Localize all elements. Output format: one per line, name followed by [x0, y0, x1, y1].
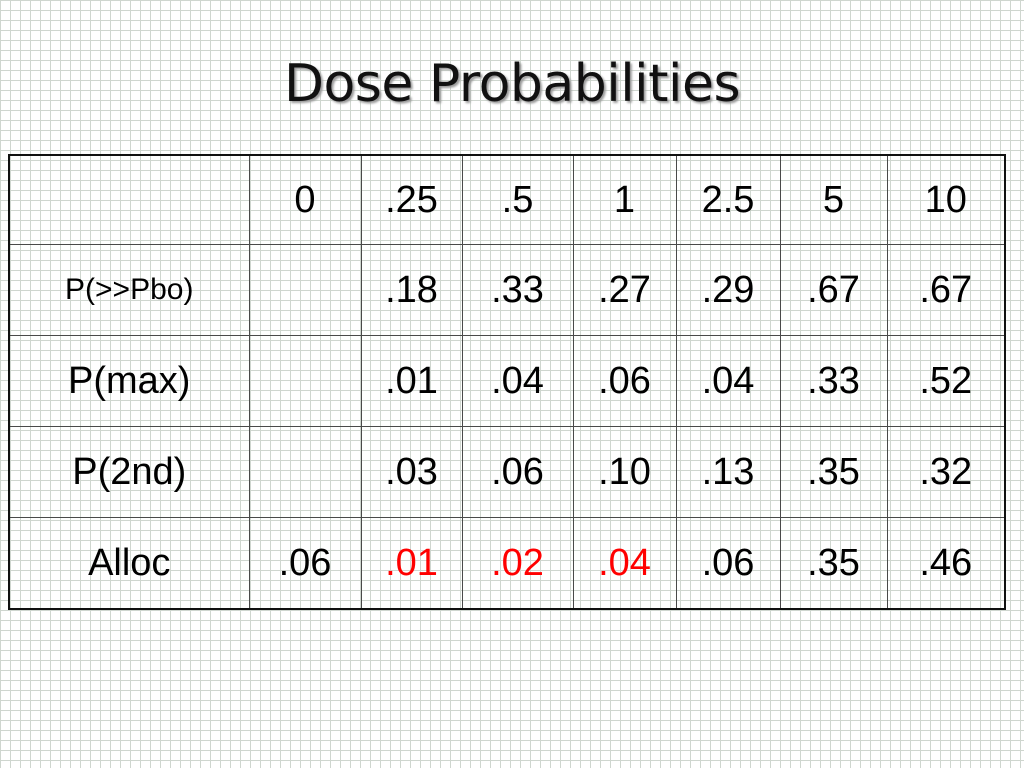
- table-cell: .06: [248, 517, 362, 610]
- header-cell-dose: .5: [461, 154, 574, 245]
- table-cell: .46: [886, 517, 1006, 610]
- table-cell-highlight: .01: [360, 517, 463, 610]
- table-cell-highlight: .02: [461, 517, 574, 610]
- table-cell: [248, 244, 362, 336]
- table-cell: .06: [461, 426, 574, 518]
- header-cell-dose: 0: [248, 154, 362, 245]
- table-cell: .32: [886, 426, 1006, 518]
- table-cell: .18: [360, 244, 463, 336]
- table-cell: .29: [675, 244, 781, 336]
- table-cell: .35: [779, 426, 888, 518]
- header-cell-dose: 5: [779, 154, 888, 245]
- table-row-p-max: P(max) .01 .04 .06 .04 .33 .52: [8, 335, 1006, 427]
- row-label: P(>>Pbo): [8, 244, 250, 336]
- table-cell: [248, 426, 362, 518]
- table-cell: .67: [779, 244, 888, 336]
- header-cell-dose: .25: [360, 154, 463, 245]
- slide-title: Dose Probabilities: [283, 54, 741, 114]
- table-cell: .04: [675, 335, 781, 427]
- table-cell: .33: [779, 335, 888, 427]
- row-label: P(max): [8, 335, 250, 427]
- table-row-alloc: Alloc .06 .01 .02 .04 .06 .35 .46: [8, 517, 1006, 610]
- header-cell-dose: 1: [572, 154, 677, 245]
- table-cell: .04: [461, 335, 574, 427]
- table-cell: .13: [675, 426, 781, 518]
- table-cell-highlight: .04: [572, 517, 677, 610]
- row-label: P(2nd): [8, 426, 250, 518]
- table-row-p-2nd: P(2nd) .03 .06 .10 .13 .35 .32: [8, 426, 1006, 518]
- dose-probability-table: 0 .25 .5 1 2.5 5 10 P(>>Pbo) .18 .33 .27…: [8, 154, 1006, 610]
- table-cell: .67: [886, 244, 1006, 336]
- header-cell-dose: 2.5: [675, 154, 781, 245]
- header-cell-dose: 10: [886, 154, 1006, 245]
- table-cell: .27: [572, 244, 677, 336]
- header-row: 0 .25 .5 1 2.5 5 10: [8, 154, 1006, 245]
- table-cell: .33: [461, 244, 574, 336]
- table-row-p-greater-pbo: P(>>Pbo) .18 .33 .27 .29 .67 .67: [8, 244, 1006, 336]
- table-cell: .10: [572, 426, 677, 518]
- table-cell: .03: [360, 426, 463, 518]
- header-cell-empty: [8, 154, 250, 245]
- table-cell: .06: [675, 517, 781, 610]
- table-cell: .01: [360, 335, 463, 427]
- table-cell: .06: [572, 335, 677, 427]
- table-cell: .52: [886, 335, 1006, 427]
- table-cell: .35: [779, 517, 888, 610]
- row-label: Alloc: [8, 517, 250, 610]
- table-cell: [248, 335, 362, 427]
